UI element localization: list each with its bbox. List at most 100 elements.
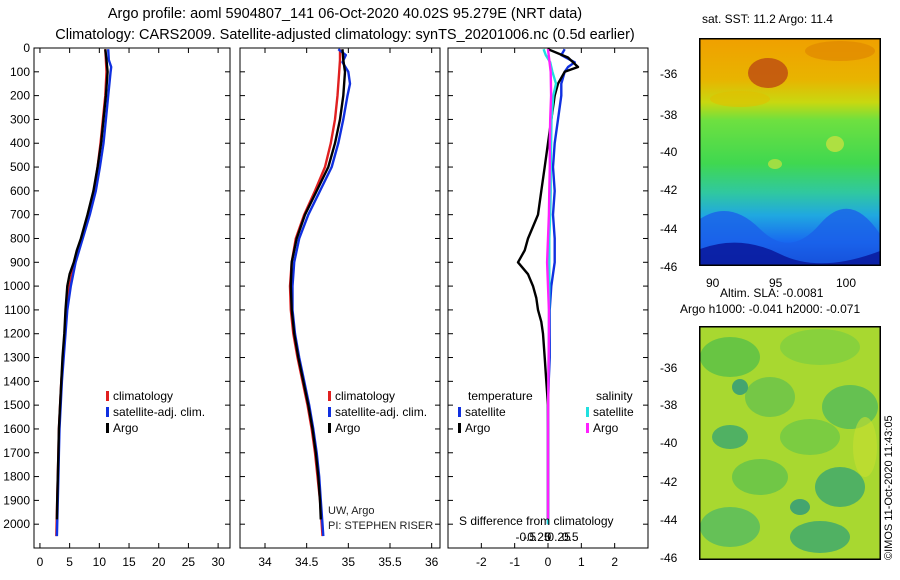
swatch-blue — [458, 407, 461, 417]
y-tick-label: 2000 — [3, 517, 30, 531]
legend-satellite: satellite-adj. clim. — [106, 404, 205, 420]
y-tick-label: 300 — [10, 112, 30, 126]
x-tick-label: 2 — [611, 555, 618, 569]
credit-line2: PI: STEPHEN RISER — [328, 520, 434, 532]
legend-label: satellite — [465, 405, 506, 419]
series-line-s-argo — [545, 49, 553, 520]
legend-label: Argo — [465, 421, 491, 435]
sal-tick-label: 0.5 — [562, 530, 579, 544]
x-tick-label: 25 — [182, 555, 196, 569]
sla-map — [699, 326, 881, 560]
legend-label: climatology — [335, 389, 396, 403]
sal-tick-label: -0.5 — [515, 530, 536, 544]
y-tick-label: 1200 — [3, 327, 30, 341]
legend-heading-temperature: temperature — [468, 389, 533, 403]
y-tick-label: 1500 — [3, 398, 30, 412]
y-tick-label: 200 — [10, 89, 30, 103]
series-line-argo — [289, 49, 347, 520]
legend-label: satellite — [593, 405, 634, 419]
x-tick-label: 1 — [578, 555, 585, 569]
swatch-red — [106, 391, 109, 401]
swatch-black — [458, 423, 461, 433]
sst-xtick: 95 — [769, 276, 783, 290]
sal-tick-label: -0.25 — [523, 530, 551, 544]
legend-label: climatology — [113, 389, 174, 403]
sla-ytick: -36 — [660, 361, 678, 375]
x-tick-label: 0 — [37, 555, 44, 569]
series-line-argo — [55, 49, 109, 520]
sla-map-image — [700, 327, 880, 559]
x-tick-label: 0 — [545, 555, 552, 569]
x-tick-label: -1 — [509, 555, 520, 569]
legend-s-argo: Argo — [586, 420, 634, 436]
legend-label: Argo — [113, 421, 139, 435]
swatch-black — [328, 423, 331, 433]
sla-ytick: -46 — [660, 551, 678, 565]
y-tick-label: 900 — [10, 255, 30, 269]
y-tick-label: 1300 — [3, 351, 30, 365]
legend-climatology: climatology — [106, 388, 205, 404]
sst-ytick: -44 — [660, 222, 678, 236]
x-tick-label: 34 — [258, 555, 272, 569]
difference-legend-temperature: temperature satellite Argo — [458, 388, 533, 436]
sst-ytick: -38 — [660, 108, 678, 122]
sla-ytick: -40 — [660, 436, 678, 450]
x-tick-label: 15 — [122, 555, 136, 569]
sla-ytick: -42 — [660, 475, 678, 489]
y-tick-label: 0 — [23, 41, 30, 55]
panel-frame-temperature-profile — [33, 47, 231, 549]
sst-map-title: sat. SST: 11.2 Argo: 11.4 — [702, 12, 833, 26]
y-tick-label: 1700 — [3, 446, 30, 460]
x-tick-label: -2 — [476, 555, 487, 569]
x-tick-label: 34.5 — [295, 555, 319, 569]
sla-map-title-line1: Altim. SLA: -0.0081 — [720, 286, 824, 300]
x-tick-label: 5 — [66, 555, 73, 569]
sst-ytick: -36 — [660, 67, 678, 81]
y-tick-label: 400 — [10, 136, 30, 150]
y-tick-label: 600 — [10, 184, 30, 198]
figure-title-line1: Argo profile: aoml 5904807_141 06-Oct-20… — [107, 6, 583, 22]
sla-ytick: -44 — [660, 513, 678, 527]
legend-s-satellite: satellite — [586, 404, 634, 420]
sal-tick-label: 0 — [545, 530, 552, 544]
x-tick-label: 35.5 — [378, 555, 402, 569]
legend-argo: Argo — [106, 420, 205, 436]
salinity-legend: climatology satellite-adj. clim. Argo — [328, 388, 427, 436]
legend-label: satellite-adj. clim. — [113, 405, 206, 419]
y-tick-label: 500 — [10, 160, 30, 174]
x-tick-label: 35 — [342, 555, 356, 569]
difference-xlabel: S difference from climatology — [459, 514, 614, 528]
temperature-legend: climatology satellite-adj. clim. Argo — [106, 388, 205, 436]
legend-label: Argo — [335, 421, 361, 435]
x-tick-label: 30 — [211, 555, 225, 569]
sst-ytick: -46 — [660, 260, 678, 274]
y-tick-label: 1600 — [3, 422, 30, 436]
y-tick-label: 1100 — [4, 303, 30, 317]
x-tick-label: 36 — [425, 555, 439, 569]
x-tick-label: 10 — [93, 555, 107, 569]
y-tick-label: 700 — [10, 208, 30, 222]
legend-label: Argo — [593, 421, 619, 435]
legend-satellite: satellite-adj. clim. — [328, 404, 427, 420]
swatch-magenta — [586, 423, 589, 433]
sst-map — [699, 38, 881, 266]
x-tick-label: 20 — [152, 555, 166, 569]
y-tick-label: 1900 — [3, 493, 30, 507]
y-tick-label: 800 — [10, 231, 30, 245]
sal-tick-label: 0.25 — [547, 530, 571, 544]
swatch-cyan — [586, 407, 589, 417]
y-tick-label: 1000 — [3, 279, 30, 293]
swatch-blue — [328, 407, 331, 417]
difference-legend-salinity: salinity satellite Argo — [586, 388, 634, 436]
y-tick-label: 1400 — [3, 374, 30, 388]
sst-ytick: -40 — [660, 145, 678, 159]
legend-heading-salinity: salinity — [596, 389, 633, 403]
sla-map-title-line2: Argo h1000: -0.041 h2000: -0.071 — [680, 302, 861, 316]
legend-t-argo: Argo — [458, 420, 533, 436]
swatch-blue — [106, 407, 109, 417]
y-tick-label: 100 — [10, 65, 30, 79]
legend-t-satellite: satellite — [458, 404, 533, 420]
legend-label: satellite-adj. clim. — [335, 405, 428, 419]
